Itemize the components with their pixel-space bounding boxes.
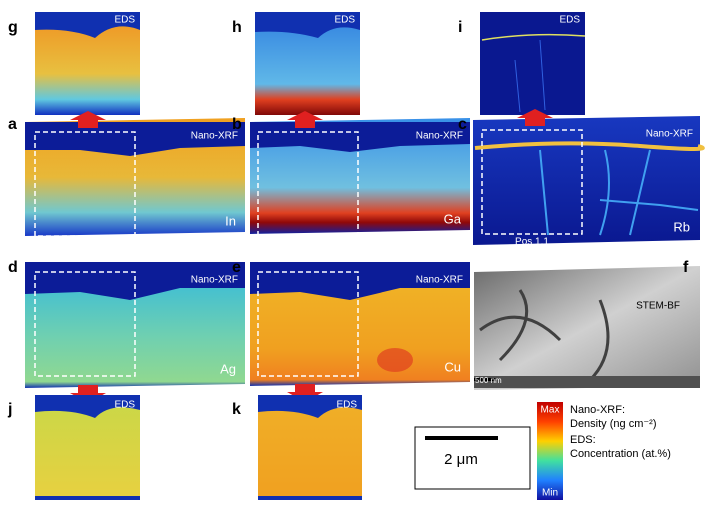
arrow — [70, 111, 106, 128]
panel-label: Nano-XRF — [416, 131, 463, 142]
scale-label: 500 nm — [475, 376, 502, 385]
legend-text: Density (ng cm⁻²) — [570, 418, 657, 430]
panel-g: EDS g — [8, 12, 140, 115]
panel-letter: e — [232, 259, 241, 276]
element-label: In — [225, 213, 236, 228]
panel-label: Nano-XRF — [191, 275, 238, 286]
panel-label: Nano-XRF — [416, 275, 463, 286]
panel-letter: c — [458, 116, 467, 133]
panel-label: EDS — [114, 15, 135, 26]
panel-j: EDS j — [7, 395, 140, 500]
panel-letter: i — [458, 19, 462, 36]
panel-label: Nano-XRF — [646, 129, 693, 140]
panel-letter: f — [683, 259, 689, 276]
arrow — [517, 109, 553, 126]
position-label: Pos 1.1 — [515, 237, 549, 248]
element-label: Ag — [220, 361, 236, 376]
panel-a: Nano-XRF In a — [8, 116, 245, 237]
element-label: Rb — [673, 219, 690, 234]
element-label: Cu — [444, 359, 461, 374]
panel-k: EDS k — [232, 395, 362, 500]
panel-b: Nano-XRF Ga b — [232, 116, 470, 237]
panel-d: Nano-XRF Ag d — [8, 259, 245, 388]
panel-e: Nano-XRF Cu e — [232, 259, 470, 386]
panel-letter: k — [232, 401, 241, 418]
panel-label: Nano-XRF — [191, 131, 238, 142]
panel-letter: a — [8, 116, 17, 133]
panel-letter: h — [232, 19, 242, 36]
arrow — [287, 111, 323, 128]
colorbar-min: Min — [542, 488, 558, 499]
panel-label: STEM-BF — [636, 301, 680, 312]
legend-text: EDS: — [570, 434, 596, 446]
arrow — [287, 384, 323, 402]
panel-label: EDS — [334, 15, 355, 26]
panel-c: Nano-XRF Rb Pos 1.1 c — [458, 116, 705, 248]
scale-bar-label: 2 μm — [444, 451, 478, 468]
panel-letter: b — [232, 116, 242, 133]
arrow — [70, 385, 106, 403]
panel-label: EDS — [336, 400, 357, 411]
legend-text: Concentration (at.%) — [570, 448, 671, 460]
panel-i: EDS i — [458, 12, 586, 115]
panel-f: STEM-BF 500 nm f — [474, 259, 700, 390]
panel-letter: g — [8, 19, 18, 36]
panel-label: EDS — [559, 15, 580, 26]
scale-bar: 2 μm — [414, 426, 531, 490]
panel-letter: j — [7, 401, 12, 418]
panel-label: EDS — [114, 400, 135, 411]
colorbar: Max Min Nano-XRF: Density (ng cm⁻²) EDS:… — [537, 402, 671, 500]
element-label: Ga — [444, 211, 462, 226]
panel-letter: d — [8, 259, 18, 276]
colorbar-max: Max — [541, 405, 560, 416]
legend-text: Nano-XRF: — [570, 404, 625, 416]
panel-h: EDS h — [232, 12, 360, 115]
